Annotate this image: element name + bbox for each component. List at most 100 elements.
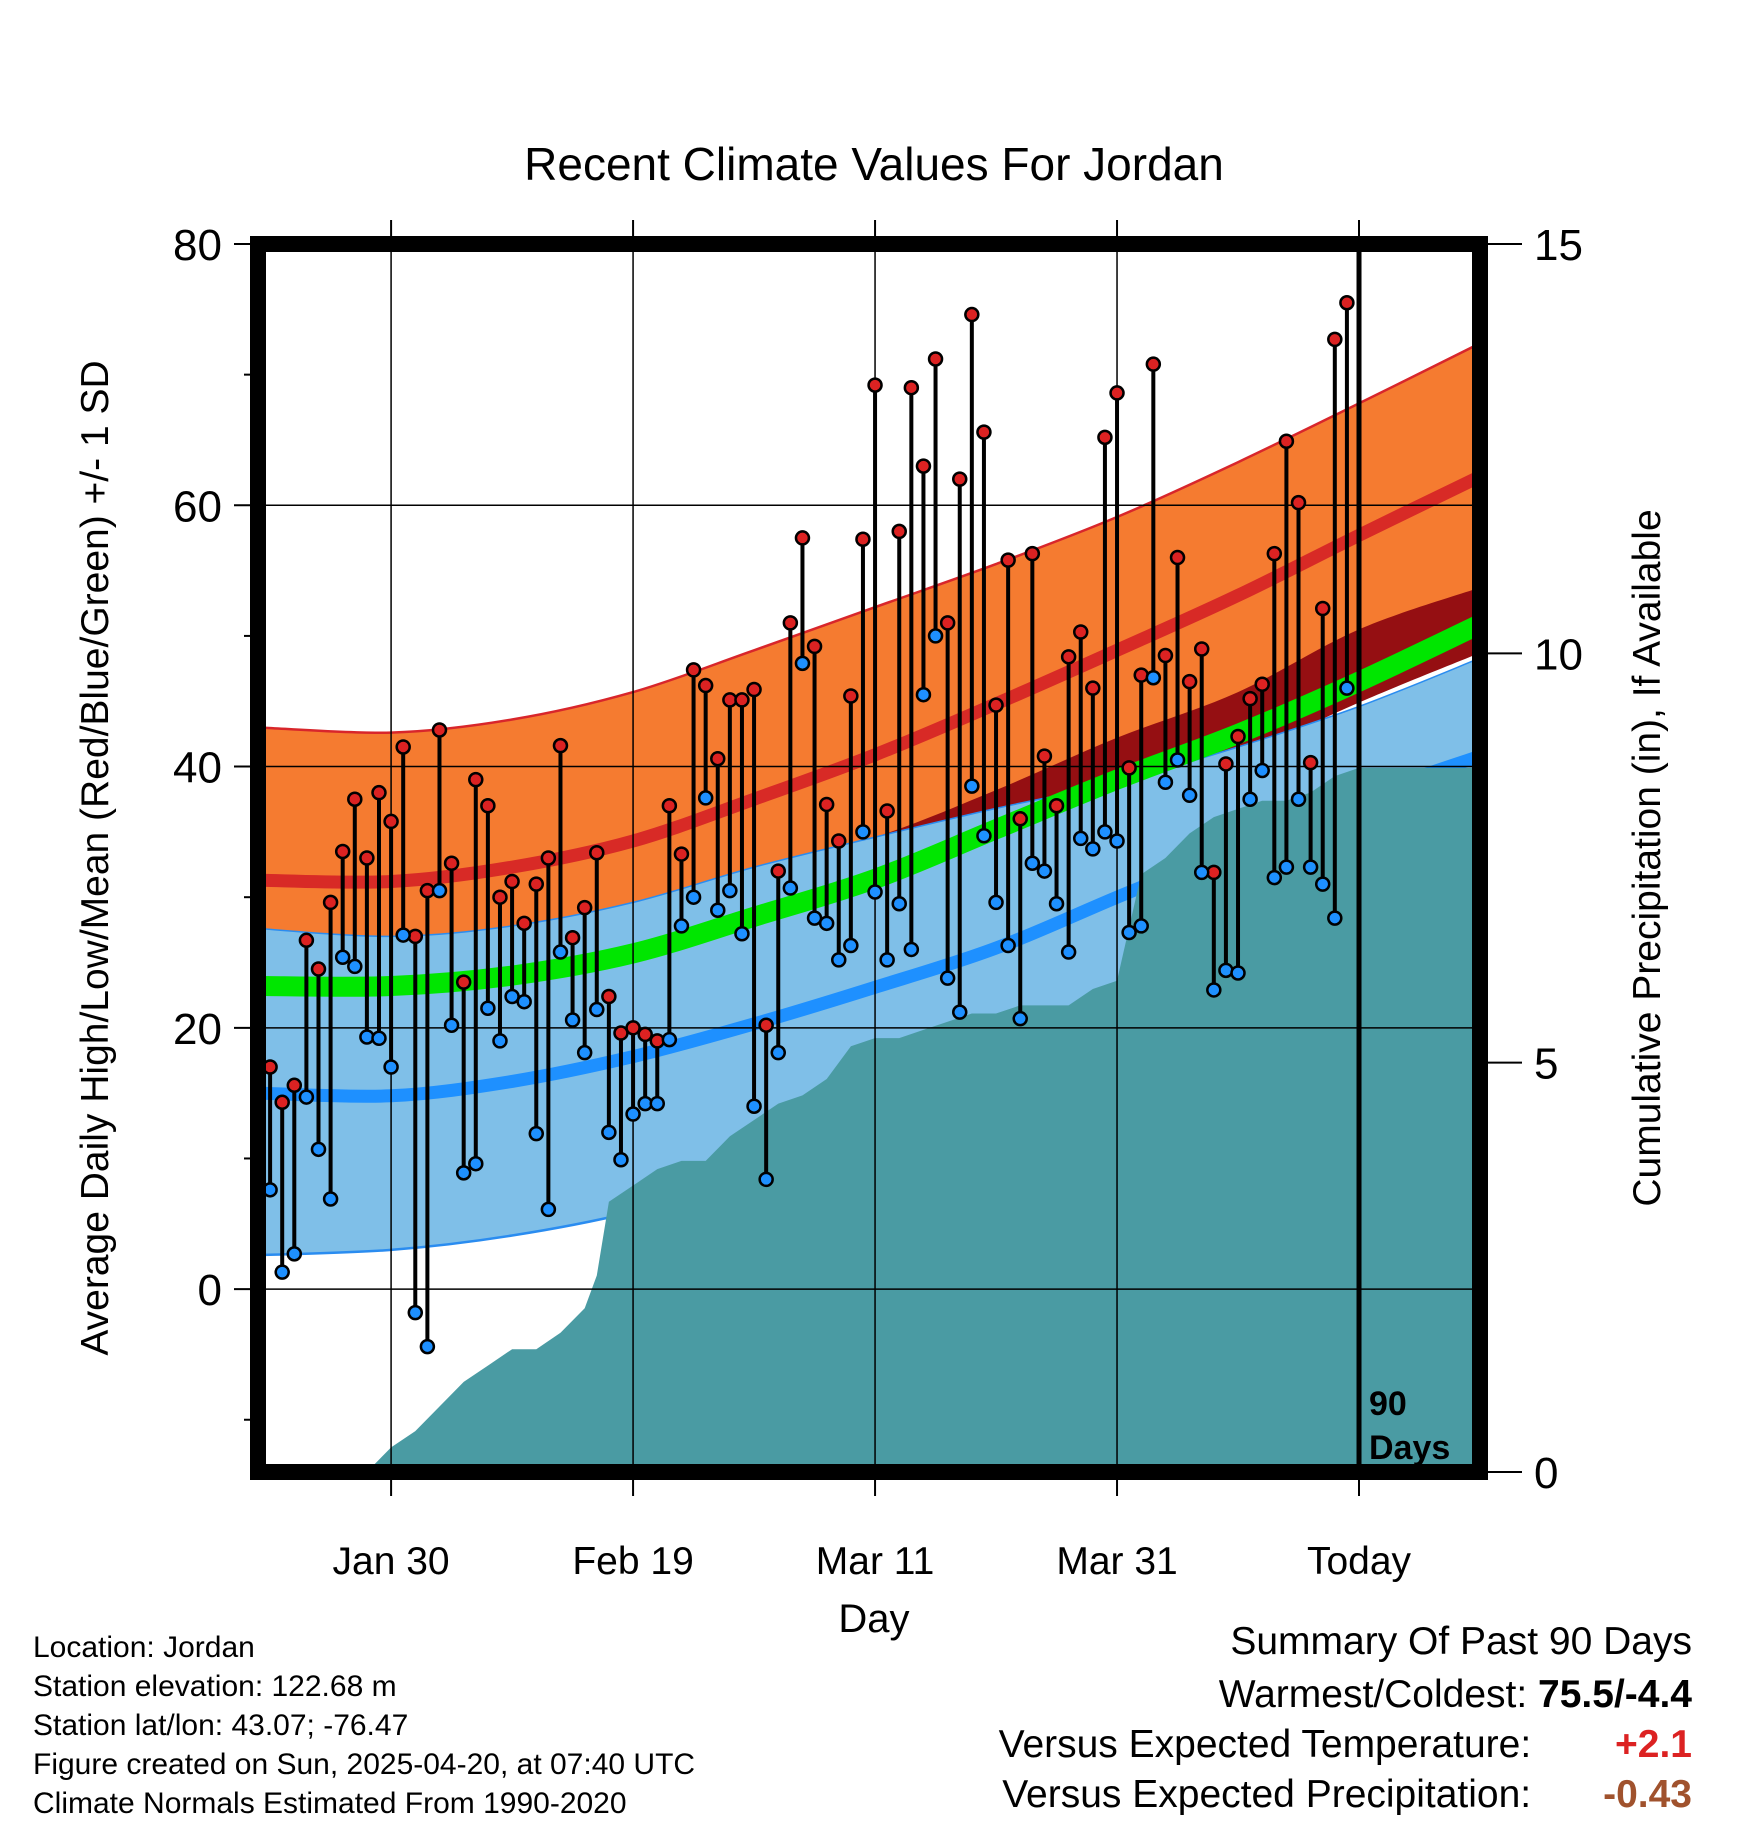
- daily-high-point: [1302, 754, 1319, 771]
- today-marker-label-top: 90: [1369, 1385, 1407, 1423]
- daily-low-point: [1278, 859, 1295, 875]
- daily-high-point: [746, 681, 762, 698]
- daily-high-point: [1085, 680, 1101, 696]
- location-text: Location: Jordan: [33, 1631, 255, 1664]
- daily-low-point: [1266, 869, 1283, 886]
- expected-precipitation-label: Versus Expected Precipitation:: [1002, 1773, 1532, 1816]
- x-tick-label: Today: [1307, 1540, 1412, 1583]
- daily-low-point: [915, 686, 932, 703]
- daily-low-point: [1000, 937, 1016, 954]
- daily-low-point: [576, 1044, 593, 1061]
- plot-frame: [250, 236, 1488, 1480]
- daily-low-point: [322, 1191, 339, 1207]
- daily-low-point: [613, 1152, 629, 1168]
- daily-high-point: [1327, 331, 1343, 348]
- daily-low-point: [818, 915, 835, 932]
- daily-high-point: [1121, 760, 1137, 776]
- daily-high-point: [347, 791, 363, 807]
- daily-high-point: [867, 377, 883, 393]
- daily-high-point: [359, 850, 375, 866]
- daily-low-point: [661, 1031, 678, 1048]
- daily-low-point: [419, 1338, 436, 1355]
- daily-low-point: [939, 970, 956, 986]
- daily-high-point: [927, 351, 944, 367]
- expected-temperature-row: Versus Expected Temperature: +2.1: [999, 1720, 1692, 1770]
- daily-low-point: [1133, 918, 1149, 934]
- daily-low-point: [758, 1171, 774, 1188]
- daily-low-point: [734, 926, 750, 942]
- daily-high-point: [552, 737, 569, 754]
- daily-high-point: [1266, 545, 1283, 562]
- daily-low-point: [1230, 965, 1246, 981]
- daily-high-point: [504, 873, 520, 890]
- y-tick-label-left: 60: [173, 482, 222, 531]
- x-tick-label: Feb 19: [572, 1540, 693, 1583]
- daily-high-point: [540, 850, 557, 866]
- daily-high-point: [939, 615, 956, 631]
- daily-low-point: [492, 1033, 508, 1049]
- daily-low-point: [371, 1030, 387, 1047]
- daily-high-point: [1036, 748, 1053, 764]
- daily-low-point: [1181, 787, 1198, 804]
- daily-high-point: [625, 1020, 641, 1036]
- daily-low-point: [1097, 824, 1113, 840]
- daily-low-point: [855, 824, 871, 840]
- daily-low-point: [1121, 924, 1137, 941]
- expected-precipitation-row: Versus Expected Precipitation: -0.43: [999, 1770, 1692, 1820]
- daily-low-point: [843, 937, 859, 954]
- daily-low-point: [1242, 791, 1258, 807]
- daily-low-point: [673, 918, 690, 934]
- daily-low-point: [552, 944, 569, 960]
- elevation-text: Station elevation: 122.68 m: [33, 1670, 397, 1703]
- daily-low-point: [528, 1125, 545, 1142]
- x-tick-label: Jan 30: [333, 1540, 450, 1583]
- daily-high-point: [734, 692, 750, 708]
- daily-low-point: [1218, 962, 1234, 979]
- daily-low-point: [1302, 859, 1319, 875]
- daily-high-point: [1072, 624, 1089, 640]
- daily-low-point: [1085, 841, 1101, 857]
- daily-low-point: [395, 927, 411, 943]
- daily-high-point: [516, 915, 532, 932]
- daily-high-point: [371, 784, 387, 801]
- daily-high-point: [794, 530, 811, 546]
- daily-low-point: [710, 902, 726, 919]
- created-text: Figure created on Sun, 2025-04-20, at 07…: [33, 1748, 696, 1781]
- daily-high-point: [480, 797, 496, 814]
- daily-high-point: [274, 1094, 290, 1111]
- daily-high-point: [685, 662, 702, 678]
- daily-low-point: [1024, 855, 1041, 871]
- daily-high-point: [431, 722, 448, 738]
- daily-high-point: [988, 697, 1004, 713]
- y-axis-left-label: Average Daily High/Low/Mean (Red/Blue/Gr…: [74, 360, 117, 1355]
- daily-low-point: [334, 949, 351, 966]
- daily-high-point: [468, 771, 484, 788]
- daily-high-point: [1109, 385, 1125, 401]
- daily-low-point: [1072, 830, 1089, 847]
- y-tick-label-left: 20: [173, 1005, 222, 1054]
- expected-precipitation-value: -0.43: [1603, 1773, 1692, 1816]
- daily-high-point: [1024, 545, 1041, 562]
- daily-low-point: [831, 952, 847, 968]
- daily-high-point: [673, 846, 690, 862]
- daily-low-point: [468, 1155, 484, 1172]
- daily-high-point: [1157, 647, 1174, 664]
- daily-low-point: [383, 1059, 399, 1075]
- daily-low-point: [746, 1098, 762, 1114]
- daily-high-point: [1290, 494, 1307, 511]
- daily-low-point: [903, 941, 920, 958]
- daily-low-point: [407, 1304, 424, 1321]
- daily-low-point: [564, 1012, 581, 1028]
- daily-low-point: [1060, 944, 1077, 960]
- normals-text: Climate Normals Estimated From 1990-2020: [33, 1787, 627, 1820]
- summary-heading: Summary Of Past 90 Days: [1230, 1620, 1692, 1663]
- daily-high-point: [1181, 673, 1198, 690]
- cumulative-precip-area: [370, 767, 1476, 1468]
- daily-low-point: [794, 655, 811, 672]
- warmest-coldest-value: 75.5/-4.4: [1538, 1673, 1692, 1716]
- daily-high-point: [710, 750, 726, 767]
- daily-high-point: [1218, 756, 1234, 772]
- daily-low-point: [770, 1044, 787, 1061]
- daily-low-point: [347, 958, 363, 975]
- x-axis-label: Day: [838, 1597, 909, 1641]
